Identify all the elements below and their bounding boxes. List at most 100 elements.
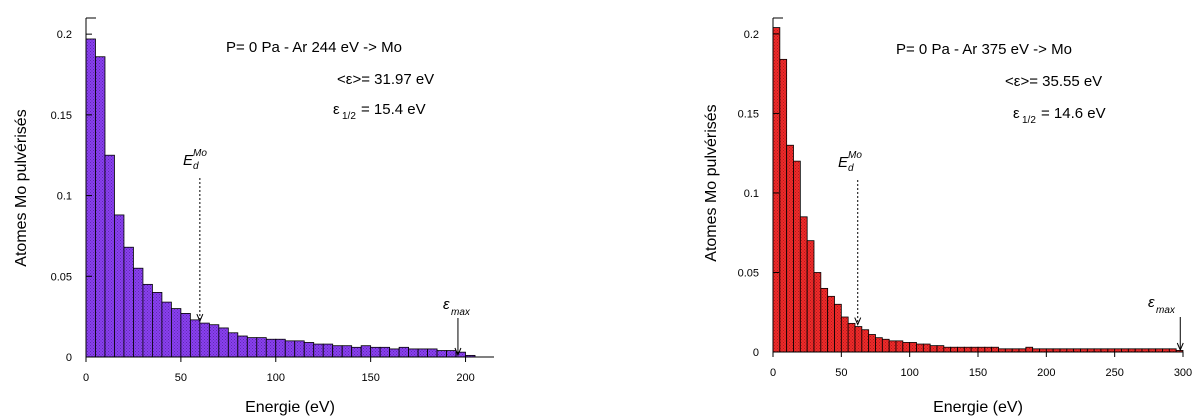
bar (152, 292, 163, 358)
y-tick-label: 0 (753, 347, 759, 359)
chart-panel-1: 0 0.05 0.1 0.15 0.2 0 50 100 150 200 250 300 Energie… (703, 17, 1192, 416)
bar (265, 338, 277, 358)
y-axis-label: Atomes Mo pulvérisés (13, 109, 30, 266)
y-tick-label: 0.2 (57, 29, 72, 41)
bar (95, 56, 106, 358)
ed-symbol: E (183, 152, 194, 169)
bar (1025, 346, 1034, 353)
bar (909, 342, 917, 353)
bar (237, 335, 248, 358)
bar (427, 348, 438, 358)
x-tick-label: 50 (835, 367, 847, 379)
bar (275, 338, 286, 358)
bar (114, 214, 125, 358)
bar (943, 346, 952, 353)
bar (303, 342, 315, 358)
y-tick-label: 0.05 (51, 271, 72, 283)
emax-symbol: ε (443, 296, 450, 313)
bar (957, 346, 965, 353)
bar (786, 144, 794, 353)
x-tick-label: 50 (175, 372, 187, 384)
x-tick-label: 100 (900, 367, 918, 379)
bar (189, 319, 201, 358)
half-energy-subscript: 1/2 (342, 111, 356, 122)
x-tick-label: 150 (361, 372, 379, 384)
emax-subscript: max (1156, 305, 1176, 316)
y-tick-label: 0.05 (738, 267, 759, 279)
bar (984, 346, 993, 353)
bar (246, 337, 258, 358)
bar (991, 346, 999, 353)
half-energy-symbol: ε (1013, 105, 1020, 122)
ed-arrow-head (196, 313, 204, 323)
bar (881, 338, 890, 353)
half-energy-symbol: ε (333, 101, 340, 118)
bar (847, 322, 856, 353)
half-energy-value: = 15.4 eV (361, 101, 426, 118)
ed-subscript: d (193, 161, 199, 172)
bar (436, 350, 447, 358)
x-tick-label: 300 (1174, 367, 1192, 379)
x-tick-label: 150 (969, 367, 987, 379)
bar (854, 326, 863, 353)
bar (161, 301, 172, 358)
ed-superscript: Mo (193, 148, 207, 159)
bar (104, 154, 115, 358)
bar (936, 345, 945, 353)
bar (199, 322, 210, 358)
bar (294, 340, 305, 358)
emax-marker: ε max (1148, 294, 1184, 352)
ed-marker: E Mo d (838, 150, 862, 326)
emax-subscript: max (451, 307, 471, 318)
bar (284, 340, 296, 358)
bar (322, 343, 334, 358)
x-tick-label: 0 (770, 367, 776, 379)
bar (834, 303, 842, 353)
bar (813, 272, 822, 353)
bar (351, 346, 362, 358)
bar (806, 240, 815, 353)
ed-superscript: Mo (848, 150, 862, 161)
bar (772, 27, 781, 353)
y-tick-label: 0.1 (57, 191, 72, 203)
bar (208, 324, 220, 358)
emax-marker: ε max (443, 296, 471, 357)
bar (895, 340, 904, 353)
y-tick-label: 0.2 (744, 29, 759, 41)
bar (170, 308, 182, 358)
y-tick-label: 0.1 (744, 188, 759, 200)
ed-subscript: d (848, 163, 854, 174)
bar (360, 345, 372, 358)
emax-arrow-head (454, 347, 462, 357)
half-energy-subscript: 1/2 (1022, 115, 1036, 126)
bar (398, 346, 410, 358)
x-axis-label: Energie (eV) (933, 399, 1023, 416)
chart-panel-0: 0 0.05 0.1 0.15 0.2 0 50 100 150 200 Energie (eV) A… (13, 17, 494, 416)
ed-arrow-head (854, 317, 862, 326)
x-tick-label: 0 (83, 372, 89, 384)
bar (916, 343, 924, 353)
half-energy-label: ε 1/2 = 15.4 eV (333, 101, 426, 122)
bar (313, 343, 324, 358)
bar (408, 348, 419, 358)
y-axis-label: Atomes Mo pulvérisés (703, 104, 720, 261)
half-energy-value: = 14.6 eV (1041, 105, 1106, 122)
ed-marker: E Mo d (183, 148, 207, 323)
ed-symbol: E (838, 154, 849, 171)
bar (888, 340, 897, 353)
bar (256, 337, 267, 358)
bar (875, 337, 883, 353)
bar (389, 348, 400, 358)
bar (218, 327, 229, 358)
bar (779, 58, 788, 353)
y-tick-label: 0.15 (738, 108, 759, 120)
y-tick-label: 0.15 (51, 110, 72, 122)
x-tick-label: 200 (456, 372, 474, 384)
bar (446, 350, 457, 358)
bar (963, 346, 972, 353)
bar (341, 345, 353, 358)
bar (868, 334, 876, 353)
mean-energy-label: <ε>= 31.97 eV (337, 71, 434, 88)
x-tick-label: 250 (1105, 367, 1123, 379)
x-tick-label: 100 (267, 372, 285, 384)
